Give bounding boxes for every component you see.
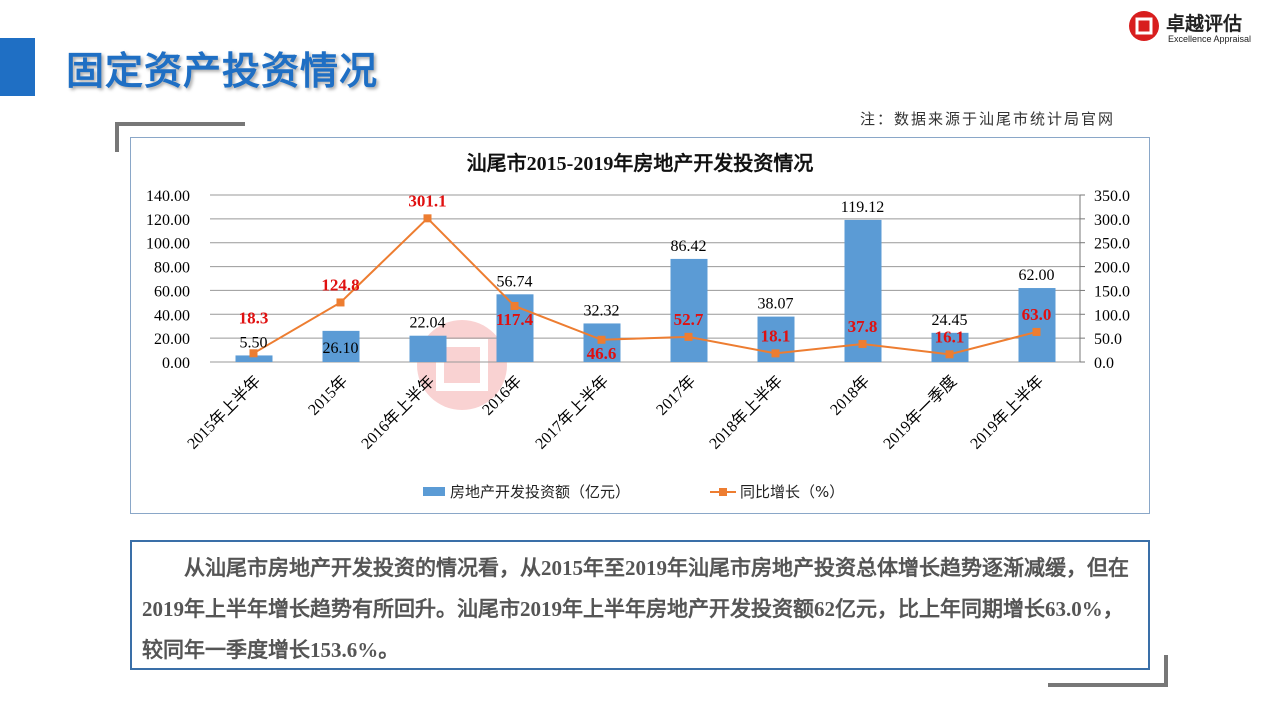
line-label: 37.8	[848, 317, 878, 336]
bar	[1018, 288, 1056, 362]
line-point	[858, 339, 867, 348]
company-logo: 卓越评估 Excellence Appraisal	[1128, 6, 1273, 46]
category-label: 2017年上半年	[532, 372, 613, 453]
chart-title: 汕尾市2015-2019年房地产开发投资情况	[467, 151, 814, 175]
right-tick-label: 200.0	[1094, 260, 1130, 277]
bar-label: 38.07	[758, 296, 794, 313]
title-accent-bar	[0, 38, 35, 96]
category-label: 2019年上半年	[967, 372, 1048, 453]
legend-label-line: 同比增长（%）	[740, 483, 844, 501]
bar-label: 26.10	[323, 340, 359, 357]
category-label: 2018年上半年	[706, 372, 787, 453]
left-tick-label: 100.00	[146, 236, 190, 253]
category-label: 2018年	[827, 372, 874, 419]
line-label: 301.1	[408, 191, 446, 210]
line-point	[249, 349, 258, 358]
decor-corner	[115, 122, 245, 152]
bar	[670, 258, 708, 362]
line-label: 46.6	[587, 344, 617, 363]
bar-label: 119.12	[841, 199, 884, 216]
bar	[322, 330, 360, 362]
left-tick-label: 80.00	[154, 260, 190, 277]
source-note: 注：数据来源于汕尾市统计局官网	[860, 110, 1116, 128]
bar-label: 24.45	[932, 312, 968, 329]
bar	[409, 335, 447, 362]
right-tick-label: 100.0	[1094, 307, 1130, 324]
bar	[235, 355, 273, 362]
line-point	[945, 350, 954, 359]
line-label: 124.8	[321, 275, 359, 294]
decor-corner	[1048, 655, 1168, 687]
logo-text-en: Excellence Appraisal	[1168, 34, 1251, 44]
line-label: 52.7	[674, 310, 704, 329]
line-point	[771, 349, 780, 358]
line-label: 117.4	[496, 310, 534, 329]
summary-text: 从汕尾市房地产开发投资的情况看，从2015年至2019年汕尾市房地产投资总体增长…	[130, 540, 1150, 670]
left-tick-label: 20.00	[154, 331, 190, 348]
line-label: 16.1	[935, 327, 965, 346]
bar-label: 56.74	[497, 273, 533, 290]
line-label: 63.0	[1022, 305, 1052, 324]
legend-swatch-bar	[423, 487, 445, 496]
line-point	[510, 301, 519, 310]
category-label: 2015年上半年	[184, 372, 265, 453]
line-point	[1032, 327, 1041, 336]
legend: 房地产开发投资额（亿元） 同比增长（%）	[423, 483, 844, 501]
bar-label: 62.00	[1019, 267, 1055, 284]
growth-line	[252, 216, 1037, 356]
line-label: 18.1	[761, 326, 791, 345]
left-tick-label: 0.00	[162, 355, 190, 372]
bar-label: 22.04	[410, 315, 446, 332]
left-tick-label: 120.00	[146, 212, 190, 229]
right-tick-label: 350.0	[1094, 188, 1130, 205]
category-label: 2017年	[653, 372, 700, 419]
line-label: 18.3	[239, 308, 269, 327]
bar-label: 86.42	[671, 238, 707, 255]
right-tick-label: 300.0	[1094, 212, 1130, 229]
line-point	[423, 214, 432, 223]
left-tick-label: 40.00	[154, 307, 190, 324]
right-tick-label: 150.0	[1094, 283, 1130, 300]
line-point	[684, 332, 693, 341]
right-tick-label: 50.0	[1094, 331, 1122, 348]
category-label: 2016年上半年	[358, 372, 439, 453]
right-tick-label: 250.0	[1094, 236, 1130, 253]
left-tick-label: 140.00	[146, 188, 190, 205]
left-tick-label: 60.00	[154, 283, 190, 300]
bar	[844, 219, 882, 362]
logo-text-cn: 卓越评估	[1166, 12, 1242, 35]
bar-label: 5.50	[240, 334, 268, 351]
right-tick-label: 0.0	[1094, 355, 1114, 372]
chart-frame	[130, 137, 1150, 514]
legend-label-bar: 房地产开发投资额（亿元）	[450, 483, 630, 501]
bar-label: 32.32	[584, 302, 620, 319]
category-label: 2015年	[305, 372, 352, 419]
category-label: 2019年一季度	[880, 372, 961, 453]
line-point	[336, 298, 345, 307]
line-point	[597, 335, 606, 344]
page-title: 固定资产投资情况	[66, 49, 379, 93]
